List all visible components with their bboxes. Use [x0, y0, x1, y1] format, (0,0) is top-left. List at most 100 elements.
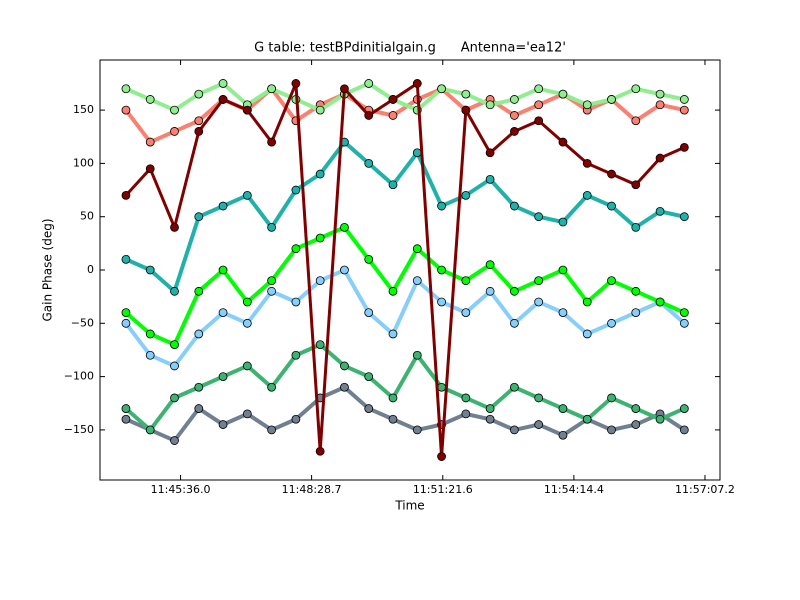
- data-point: [121, 308, 131, 318]
- data-point: [534, 297, 544, 307]
- data-point: [145, 425, 155, 435]
- data-point: [461, 393, 471, 403]
- data-point: [267, 137, 277, 147]
- data-point: [412, 425, 422, 435]
- data-point: [582, 329, 592, 339]
- data-point: [655, 89, 665, 99]
- y-tick-label: −50: [71, 316, 94, 329]
- series-line: [124, 80, 685, 457]
- y-tick-label: −150: [64, 423, 94, 436]
- data-point: [582, 190, 592, 200]
- data-point: [291, 244, 301, 254]
- y-tick-label: 50: [80, 210, 94, 223]
- data-point: [631, 222, 641, 232]
- data-point: [194, 116, 204, 126]
- data-point: [121, 84, 131, 94]
- data-point: [194, 329, 204, 339]
- data-point: [412, 276, 422, 286]
- data-point: [485, 260, 495, 270]
- data-point: [340, 222, 349, 232]
- series-line: [125, 384, 686, 444]
- data-point: [388, 393, 398, 403]
- data-point: [679, 308, 689, 318]
- y-tick-label: 0: [87, 263, 94, 276]
- data-point: [340, 361, 349, 371]
- data-point: [582, 159, 592, 168]
- data-point: [364, 404, 374, 413]
- data-point: [121, 414, 131, 424]
- data-point: [170, 340, 179, 350]
- data-point: [631, 404, 641, 413]
- data-point: [194, 127, 204, 136]
- data-point: [121, 318, 131, 328]
- data-point: [364, 159, 374, 168]
- data-point: [412, 244, 422, 254]
- data-point: [364, 254, 374, 264]
- data-point: [364, 308, 374, 318]
- data-point: [388, 414, 398, 424]
- data-point: [121, 404, 131, 413]
- data-point: [461, 276, 471, 286]
- data-point: [315, 233, 325, 243]
- data-point: [412, 79, 422, 88]
- data-point: [679, 105, 689, 115]
- data-point: [558, 217, 568, 227]
- data-point: [461, 89, 471, 99]
- data-point: [218, 79, 228, 88]
- data-point: [509, 201, 519, 211]
- data-point: [534, 393, 544, 403]
- data-point: [558, 137, 568, 147]
- data-point: [558, 404, 568, 413]
- data-point: [145, 329, 155, 339]
- data-point: [170, 436, 179, 445]
- data-point: [412, 350, 422, 360]
- data-point: [437, 452, 446, 461]
- data-point: [607, 201, 616, 211]
- data-point: [218, 265, 228, 275]
- data-point: [582, 100, 592, 110]
- data-point: [340, 382, 349, 392]
- data-point: [582, 297, 592, 307]
- data-point: [631, 420, 641, 429]
- data-point: [437, 382, 446, 392]
- data-point: [291, 297, 301, 307]
- data-point: [242, 361, 252, 371]
- data-point: [655, 297, 665, 307]
- data-point: [340, 265, 349, 275]
- data-point: [315, 105, 325, 115]
- data-point: [607, 169, 616, 179]
- data-point: [679, 95, 689, 104]
- data-point: [437, 297, 446, 307]
- data-point: [655, 414, 665, 424]
- data-point: [218, 95, 228, 104]
- data-point: [121, 190, 131, 200]
- plot-area: [121, 79, 689, 461]
- x-tick-label: 11:54:14.4: [544, 483, 604, 496]
- data-point: [242, 318, 252, 328]
- data-point: [631, 286, 641, 296]
- data-point: [194, 286, 204, 296]
- data-point: [145, 137, 155, 147]
- data-point: [218, 420, 228, 429]
- data-point: [509, 127, 519, 136]
- data-point: [145, 265, 155, 275]
- data-point: [315, 340, 325, 350]
- data-point: [437, 84, 446, 94]
- data-point: [267, 84, 277, 94]
- data-point: [315, 446, 325, 456]
- data-point: [437, 265, 446, 275]
- data-point: [194, 382, 204, 392]
- data-point: [267, 382, 277, 392]
- x-tick-label: 11:45:36.0: [151, 483, 211, 496]
- data-point: [509, 111, 519, 120]
- data-point: [679, 212, 689, 222]
- data-point: [364, 111, 374, 120]
- series-line: [124, 342, 686, 433]
- x-tick-label: 11:57:07.2: [675, 483, 735, 496]
- data-point: [679, 318, 689, 328]
- data-point: [655, 153, 665, 163]
- data-point: [558, 308, 568, 318]
- data-point: [607, 95, 616, 104]
- data-point: [534, 276, 544, 286]
